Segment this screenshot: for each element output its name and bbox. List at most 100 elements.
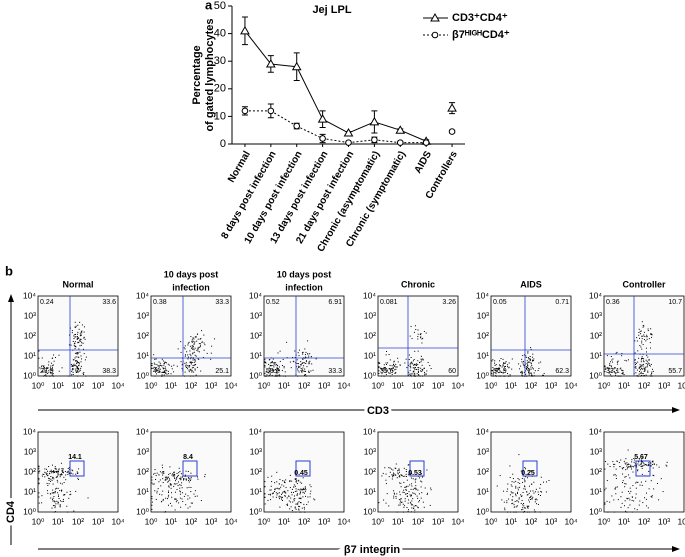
event-dot [176, 477, 178, 479]
event-dot [395, 467, 397, 469]
event-dot [381, 475, 383, 477]
event-dot [301, 507, 303, 509]
event-dot [57, 487, 59, 489]
event-dot [492, 359, 494, 361]
event-dot [518, 497, 520, 499]
event-dot [161, 371, 163, 373]
event-dot [61, 501, 63, 503]
event-dot [385, 483, 387, 485]
event-dot [652, 460, 654, 462]
event-dot [648, 363, 650, 365]
event-dot [495, 375, 497, 377]
event-dot [157, 365, 159, 367]
event-dot [151, 508, 153, 510]
event-dot [277, 365, 279, 367]
event-dot [155, 498, 157, 500]
event-dot [395, 368, 397, 370]
event-dot [62, 471, 64, 473]
event-dot [74, 334, 76, 336]
event-dot [188, 341, 190, 343]
event-dot [180, 476, 182, 478]
event-dot [264, 503, 266, 505]
event-dot [395, 363, 397, 365]
event-dot [620, 506, 622, 508]
x-tick-label: 10⁰ [258, 516, 271, 526]
event-dot [639, 364, 641, 366]
event-dot [190, 478, 192, 480]
event-dot [173, 371, 175, 373]
event-dot [77, 477, 79, 479]
event-dot [503, 501, 505, 503]
event-dot [627, 467, 629, 469]
event-dot [281, 370, 283, 372]
event-dot [53, 470, 55, 472]
event-dot [38, 350, 40, 352]
event-dot [163, 472, 165, 474]
event-dot [627, 507, 629, 509]
event-dot [159, 370, 161, 372]
event-dot [625, 458, 627, 460]
event-dot [408, 509, 410, 511]
event-dot [517, 489, 519, 491]
event-dot [177, 474, 179, 476]
event-dot [173, 476, 175, 478]
event-dot [271, 475, 273, 477]
event-dot [300, 364, 302, 366]
event-dot [642, 326, 644, 328]
event-dot [631, 461, 633, 463]
event-dot [61, 489, 63, 491]
event-dot [266, 371, 268, 373]
event-dot [292, 360, 294, 362]
event-dot [294, 506, 296, 508]
event-dot [629, 466, 631, 468]
event-dot [633, 461, 635, 463]
event-dot [533, 492, 535, 494]
event-dot [67, 511, 69, 513]
event-dot [629, 492, 631, 494]
event-dot [46, 367, 48, 369]
event-dot [627, 449, 629, 451]
x-tick-label: 10⁴ [677, 516, 685, 526]
marker [369, 116, 380, 126]
marker [345, 139, 352, 146]
event-dot [76, 367, 78, 369]
event-dot [78, 368, 80, 370]
event-dot [606, 367, 608, 369]
event-dot [268, 363, 270, 365]
event-dot [543, 372, 545, 374]
event-dot [417, 507, 419, 509]
event-dot [650, 375, 652, 377]
event-dot [429, 504, 431, 506]
event-dot [399, 504, 401, 506]
event-dots [378, 325, 432, 377]
event-dot [73, 368, 75, 370]
event-dot [641, 321, 643, 323]
event-dot [162, 360, 164, 362]
event-dot [159, 368, 161, 370]
event-dot [167, 490, 169, 492]
event-dot [642, 465, 644, 467]
event-dot [610, 366, 612, 368]
y-tick-label: 10³ [590, 310, 602, 320]
event-dot [55, 503, 57, 505]
event-dot [184, 474, 186, 476]
event-dot [79, 321, 81, 323]
event-dot [46, 473, 48, 475]
y-tick-label: 10³ [477, 446, 489, 456]
event-dot [301, 369, 303, 371]
event-dot [515, 487, 517, 489]
event-dot [393, 364, 395, 366]
event-dot [174, 509, 176, 511]
event-dot [420, 367, 422, 369]
event-dot [616, 486, 618, 488]
event-dot [188, 479, 190, 481]
event-dot [73, 363, 75, 365]
y-tick-label: 10² [364, 466, 376, 476]
event-dot [498, 375, 500, 377]
event-dot [153, 362, 155, 364]
event-dot [279, 369, 281, 371]
event-dot [509, 374, 511, 376]
y-tick-label: 10⁴ [23, 426, 36, 436]
event-dot [642, 357, 644, 359]
event-dot [61, 367, 63, 369]
